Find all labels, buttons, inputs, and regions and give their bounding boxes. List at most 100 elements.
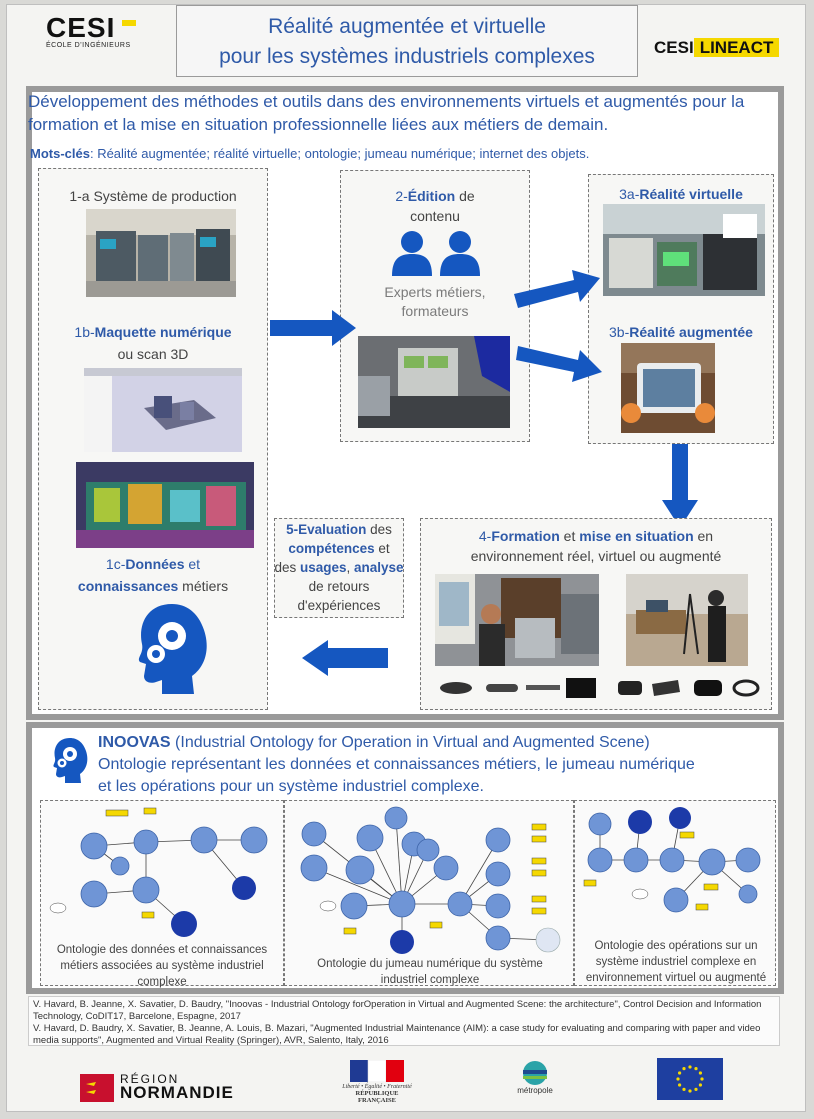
arrow-right-1 bbox=[270, 310, 356, 346]
ontology-node bbox=[384, 806, 408, 830]
cesi-logo-subtitle: ÉCOLE D'INGÉNIEURS bbox=[46, 42, 131, 49]
label-1c-bold2: connaissances bbox=[77, 578, 179, 594]
label-2: 2-Édition de bbox=[340, 186, 530, 206]
ontology-literal bbox=[679, 831, 695, 839]
step5-line1-text: des bbox=[366, 522, 392, 537]
caption-2-line2: industriel complexe bbox=[380, 974, 480, 986]
reference-1-cont: Technology, CoDIT17, Barcelone, Espagne,… bbox=[33, 1011, 241, 1022]
box-evaluation bbox=[274, 518, 404, 618]
ontology-literal bbox=[583, 879, 597, 887]
inoovas-line1: INOOVAS (Industrial Ontology for Operati… bbox=[98, 732, 778, 754]
step5-line3b: , bbox=[346, 560, 355, 575]
caption-1-line1: Ontologie des données et connaissances bbox=[56, 944, 268, 956]
devise: Liberté • Égalité • Fraternité bbox=[342, 1084, 412, 1090]
tablet-icon bbox=[566, 678, 596, 698]
ontology-node bbox=[485, 893, 511, 919]
ontology-literal bbox=[695, 903, 709, 911]
step5-bold1: 5-Evaluation bbox=[286, 522, 367, 537]
ontology-literal bbox=[531, 835, 547, 843]
label-1b-prefix: 1b- bbox=[74, 324, 95, 340]
title-line-2: pour les systèmes industriels complexes bbox=[219, 45, 595, 68]
ontology-node bbox=[345, 855, 375, 885]
digital-mockup-photo bbox=[84, 368, 242, 452]
3d-scan-photo bbox=[76, 462, 254, 548]
label-2-prefix: 2- bbox=[395, 188, 408, 204]
ontology-literal bbox=[531, 857, 547, 865]
inoovas-expansion: (Industrial Ontology for Operation in Vi… bbox=[170, 734, 650, 751]
ontology-node bbox=[240, 826, 268, 854]
inoovas-line2: Ontologie représentant les données et co… bbox=[98, 756, 695, 773]
ontology-node bbox=[190, 826, 218, 854]
step5-line3a: des bbox=[274, 560, 300, 575]
label-2-bold: Édition bbox=[407, 188, 456, 204]
caption-3-line1: Ontologie des opérations sur un bbox=[594, 940, 758, 952]
ontology-literal bbox=[143, 807, 157, 815]
step5-line1: 5-Evaluation des bbox=[274, 520, 404, 539]
normandie-label: NORMANDIE bbox=[120, 1083, 234, 1102]
step5-bold3: usages bbox=[299, 560, 347, 575]
training-photo-1 bbox=[435, 574, 599, 666]
arrow-up-right bbox=[514, 270, 600, 308]
title-line-1: Réalité augmentée et virtuelle bbox=[268, 15, 546, 38]
caption-1-line2: métiers associées au système industriel bbox=[60, 960, 264, 972]
ontology-literal bbox=[531, 823, 547, 831]
region-normandie-logo: RÉGION NORMANDIE bbox=[120, 1072, 234, 1103]
training-photo-2 bbox=[626, 574, 748, 666]
cesi-logo-text: CESI bbox=[46, 12, 116, 43]
label-1c-suffix: métiers bbox=[178, 578, 229, 594]
experts-label-1: Experts métiers, bbox=[384, 284, 486, 300]
inoovas-name: INOOVAS bbox=[98, 734, 171, 751]
republique-label: RÉPUBLIQUE FRANÇAISE bbox=[355, 1090, 399, 1104]
step5-line5: d'expériences bbox=[297, 598, 381, 613]
ontology-caption-2: Ontologie du jumeau numérique du système… bbox=[290, 956, 570, 988]
ontology-node bbox=[663, 887, 689, 913]
republique-francaise-logo: Liberté • Égalité • Fraternité RÉPUBLIQU… bbox=[340, 1060, 414, 1104]
keywords: Mots-clés: Réalité augmentée; réalité vi… bbox=[30, 146, 780, 161]
ontology-node bbox=[587, 847, 613, 873]
step5-line4: de retours bbox=[308, 579, 370, 594]
ontology-node bbox=[416, 838, 440, 862]
content-editor-photo bbox=[358, 336, 510, 428]
step5-bold4: analyse bbox=[354, 560, 404, 575]
experts-icon bbox=[386, 228, 486, 278]
ontology-node bbox=[388, 890, 416, 918]
region-label: RÉGION bbox=[120, 1072, 180, 1086]
step4-mid: et bbox=[559, 528, 580, 544]
label-1a: 1-a Système de production bbox=[69, 188, 237, 204]
ontology-literal bbox=[531, 895, 547, 903]
experts-label-2: formateurs bbox=[401, 303, 469, 319]
ontology-node bbox=[485, 925, 511, 951]
ontology-node bbox=[80, 832, 108, 860]
caption-3-line2: système industriel complexe en bbox=[595, 956, 757, 968]
arrow-down bbox=[662, 444, 698, 528]
caption-1-line3: complexe bbox=[137, 976, 187, 988]
devices-row bbox=[436, 676, 762, 700]
arrow-left bbox=[302, 640, 388, 676]
step4-line1: 4-Formation et mise en situation en bbox=[420, 526, 772, 546]
vr-mask-icon bbox=[732, 679, 760, 697]
step4-suffix: en bbox=[693, 528, 714, 544]
cardboard-icon bbox=[652, 680, 680, 696]
ontology-node bbox=[340, 892, 368, 920]
ontology-node bbox=[110, 856, 130, 876]
ontology-graph-2 bbox=[300, 806, 561, 954]
ontology-node-dark bbox=[390, 930, 414, 954]
references: V. Havard, B. Jeanne, X. Savatier, D. Ba… bbox=[28, 996, 780, 1046]
reference-2-cont: media supports", Augmented and Virtual R… bbox=[33, 1035, 389, 1046]
step5-line3: des usages, analyse bbox=[274, 558, 404, 577]
cesi-logo: CESI ÉCOLE D'INGÉNIEURS bbox=[46, 12, 156, 62]
ontology-node bbox=[133, 829, 159, 855]
inoovas-text: INOOVAS (Industrial Ontology for Operati… bbox=[98, 732, 778, 798]
ontology-literal bbox=[429, 921, 443, 929]
ontology-thing bbox=[319, 900, 337, 912]
label-1c-prefix: 1c- bbox=[105, 556, 126, 572]
virtual-reality-photo bbox=[603, 204, 765, 296]
ontology-literal bbox=[343, 927, 357, 935]
lineact-logo-b: LINEACT bbox=[693, 38, 780, 57]
step5-line2: compétences et bbox=[274, 539, 404, 558]
metropole-label: métropole bbox=[517, 1086, 553, 1095]
ontology-node-dark bbox=[232, 876, 256, 900]
ontology-node-dark bbox=[171, 911, 197, 937]
cesi-logo-bar bbox=[122, 20, 136, 26]
ontology-node bbox=[447, 891, 473, 917]
